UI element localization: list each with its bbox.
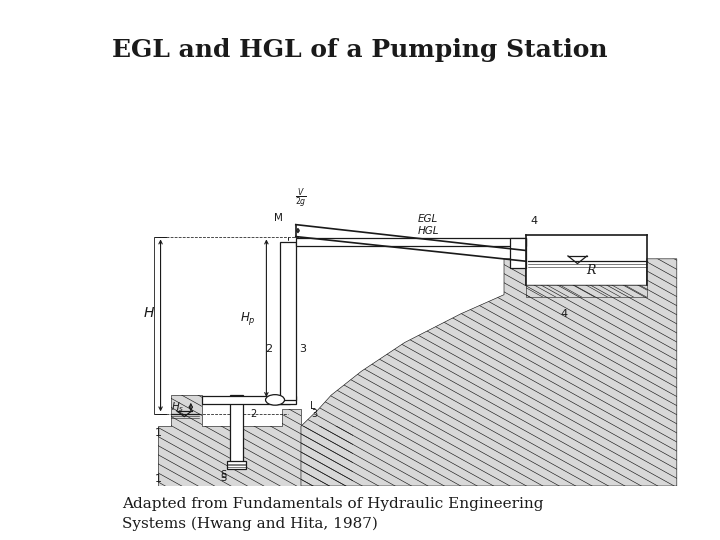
Bar [230,395,243,462]
Text: P: P [290,393,296,402]
Text: 4: 4 [561,309,568,319]
Text: Adapted from Fundamentals of Hydraulic Engineering
Systems (Hwang and Hita, 1987: Adapted from Fundamentals of Hydraulic E… [122,497,544,531]
Bar [227,461,246,469]
Text: 4: 4 [531,215,538,226]
Circle shape [266,395,284,405]
PathPatch shape [158,395,353,486]
PathPatch shape [526,285,647,297]
Text: EGL and HGL of a Pumping Station: EGL and HGL of a Pumping Station [112,38,608,62]
Text: 2: 2 [265,345,272,354]
Text: $H_s$: $H_s$ [171,400,184,414]
Text: 3: 3 [300,345,307,354]
Bar [280,242,296,400]
Text: EGL: EGL [418,214,438,224]
Text: HGL: HGL [418,226,439,237]
Bar [296,238,526,246]
Text: 1: 1 [155,474,162,484]
Text: R: R [585,264,595,277]
Bar [202,396,290,404]
Text: S: S [220,473,226,483]
Bar [275,396,296,404]
Text: L: L [310,401,315,410]
Text: S: S [220,470,226,480]
Bar [510,238,526,268]
PathPatch shape [301,259,677,486]
Text: $H_p$: $H_p$ [240,310,256,327]
Text: M: M [274,213,283,224]
Text: 1: 1 [155,428,162,438]
Text: 2: 2 [251,409,256,419]
Text: 3: 3 [311,409,317,419]
Text: H: H [144,307,154,320]
Text: $\frac{V}{2g}$: $\frac{V}{2g}$ [295,187,307,211]
